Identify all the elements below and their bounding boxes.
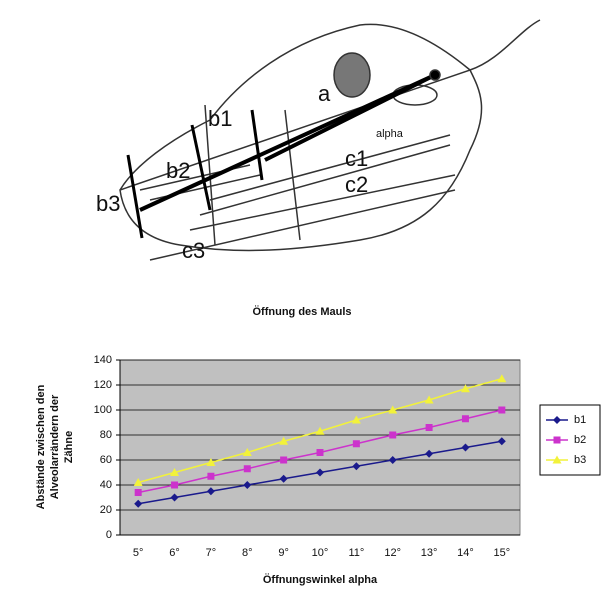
x-tick-label: 11° bbox=[348, 547, 364, 559]
plot-area bbox=[120, 360, 520, 535]
y-axis-label: Abstände zwischen den Alveolarrändern de… bbox=[35, 384, 75, 509]
legend-marker bbox=[554, 437, 561, 444]
y-tick-label: 0 bbox=[106, 529, 112, 541]
diagram-label: a bbox=[318, 81, 331, 106]
point bbox=[426, 424, 433, 431]
y-tick-label: 40 bbox=[100, 479, 112, 491]
x-tick-label: 5° bbox=[133, 547, 144, 559]
x-tick-label: 8° bbox=[242, 547, 253, 559]
x-tick-label: 7° bbox=[206, 547, 217, 559]
x-tick-label: 14° bbox=[457, 547, 474, 559]
diagram-label: b1 bbox=[208, 106, 232, 131]
point bbox=[280, 457, 287, 464]
y-tick-label: 140 bbox=[94, 354, 112, 366]
y-tick-label: 100 bbox=[94, 404, 112, 416]
y-tick-label: 120 bbox=[94, 379, 112, 391]
point bbox=[207, 473, 214, 480]
point bbox=[244, 465, 251, 472]
point bbox=[171, 482, 178, 489]
legend-label: b1 bbox=[574, 414, 586, 426]
x-tick-label: 6° bbox=[169, 547, 180, 559]
diagram-label: c3 bbox=[182, 238, 205, 263]
x-tick-label: 9° bbox=[278, 547, 289, 559]
diagram-label: c1 bbox=[345, 146, 368, 171]
chart-title: Öffnung des Mauls bbox=[253, 305, 352, 318]
horse-head-sketch bbox=[120, 20, 540, 260]
y-axis-label-line: Zähne bbox=[63, 431, 75, 463]
y-tick-label: 60 bbox=[100, 454, 112, 466]
page: a b1 b2 b3 c1 c2 c3 alpha Öffnung des Ma… bbox=[0, 0, 606, 593]
point bbox=[389, 432, 396, 439]
point bbox=[353, 440, 360, 447]
diagram-label: b2 bbox=[166, 158, 190, 183]
legend-label: b3 bbox=[574, 454, 586, 466]
point bbox=[135, 489, 142, 496]
x-tick-label: 13° bbox=[421, 547, 438, 559]
y-tick-label: 80 bbox=[100, 429, 112, 441]
point bbox=[498, 407, 505, 414]
x-axis-label: Öffnungswinkel alpha bbox=[263, 573, 378, 586]
x-tick-label: 15° bbox=[493, 547, 510, 559]
x-tick-label: 10° bbox=[312, 547, 329, 559]
point bbox=[462, 415, 469, 422]
y-axis-label-line: Abstände zwischen den bbox=[35, 384, 47, 509]
y-tick-label: 20 bbox=[100, 504, 112, 516]
x-tick-label: 12° bbox=[384, 547, 401, 559]
point bbox=[317, 449, 324, 456]
diagram-label: c2 bbox=[345, 172, 368, 197]
diagram-label: b3 bbox=[96, 191, 120, 216]
y-axis-label-line: Alveolarrändern der bbox=[49, 394, 61, 499]
legend-label: b2 bbox=[574, 434, 586, 446]
diagram-label: alpha bbox=[376, 128, 404, 140]
